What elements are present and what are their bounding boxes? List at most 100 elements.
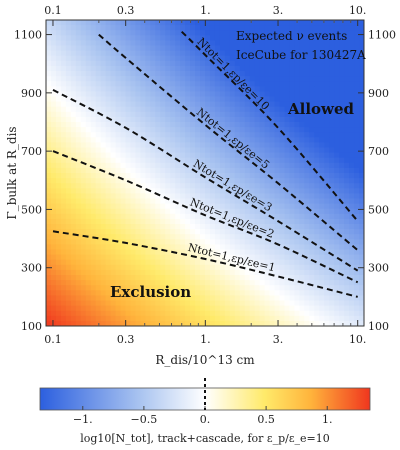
heatmap-cell [334,239,340,245]
heatmap-cell [85,157,92,164]
heatmap-cell [294,162,301,169]
heatmap-cell [110,198,117,205]
heatmap-cell [269,178,276,184]
heatmap-cell [294,55,301,62]
heatmap-cell [135,239,142,245]
heatmap-cell [329,152,335,159]
heatmap-cell [50,71,57,77]
heatmap-cell [190,116,196,123]
heatmap-cell [180,71,186,77]
heatmap-cell [354,290,360,296]
heatmap-cell [160,208,166,215]
heatmap-cell [155,229,161,235]
heatmap-cell [229,198,236,205]
heatmap-cell [229,35,236,41]
heatmap-cell [254,65,261,72]
heatmap-cell [319,183,325,189]
y-tick-label-right: 300 [368,262,389,275]
heatmap-cell [150,122,156,128]
heatmap-cell [95,40,102,47]
heatmap-cell [145,178,151,184]
heatmap-cell [90,264,97,271]
heatmap-cell [294,310,301,317]
heatmap-cell [155,254,161,261]
heatmap-cell [70,310,77,317]
heatmap-cell [65,122,72,128]
heatmap-cell [279,249,286,256]
heatmap-cell [209,188,216,194]
heatmap-cell [209,20,216,26]
heatmap-cell [324,188,330,194]
heatmap-cell [349,142,355,149]
heatmap-cell [195,65,201,72]
heatmap-cell [175,81,181,87]
heatmap-cell [234,20,241,26]
heatmap-cell [95,157,102,164]
heatmap-cell [180,65,186,72]
heatmap-cell [130,264,137,271]
heatmap-cell [170,208,176,215]
heatmap-cell [85,275,92,281]
heatmap-cell [314,111,320,118]
heatmap-cell [339,147,345,154]
heatmap-cell [100,45,107,52]
heatmap-cell [354,285,360,291]
heatmap-cell [344,127,350,133]
heatmap-cell [264,86,271,92]
heatmap-cell [209,116,216,123]
heatmap-cell [165,305,171,312]
heatmap-cell [85,167,92,174]
heatmap-cell [234,269,241,276]
heatmap-cell [120,320,127,326]
heatmap-cell [279,229,286,235]
heatmap-cell [200,229,206,235]
heatmap-cell [85,45,92,52]
heatmap-cell [209,213,216,220]
heatmap-cell [309,45,315,52]
heatmap-cell [359,86,364,92]
heatmap-cell [155,137,161,143]
heatmap-cell [145,132,151,138]
heatmap-cell [165,208,171,215]
heatmap-cell [209,229,216,235]
heatmap-cell [185,269,191,276]
heatmap-cell [190,122,196,128]
heatmap-cell [65,91,72,98]
heatmap-cell [50,239,57,245]
heatmap-cell [195,203,201,210]
heatmap-cell [334,111,340,118]
heatmap-cell [55,244,62,251]
heatmap-cell [46,152,52,159]
heatmap-cell [329,193,335,200]
heatmap-cell [95,275,102,281]
heatmap-cell [190,244,196,251]
heatmap-cell [254,132,261,138]
heatmap-cell [284,295,291,302]
heatmap-cell [46,50,52,57]
heatmap-cell [125,35,132,41]
heatmap-cell [180,239,186,245]
region-label-allowed: Allowed [287,100,354,118]
heatmap-cell [155,218,161,225]
heatmap-cell [85,198,92,205]
heatmap-cell [140,259,146,266]
heatmap-cell [105,137,112,143]
heatmap-cell [120,173,127,179]
heatmap-cell [65,81,72,87]
heatmap-cell [80,91,87,98]
heatmap-cell [165,285,171,291]
heatmap-cell [175,127,181,133]
heatmap-cell [140,106,146,113]
heatmap-cell [254,122,261,128]
heatmap-cell [70,275,77,281]
heatmap-cell [314,269,320,276]
heatmap-cell [219,269,226,276]
heatmap-cell [135,91,142,98]
heatmap-cell [299,35,305,41]
heatmap-cell [329,116,335,123]
heatmap-cell [274,259,281,266]
heatmap-cell [304,137,310,143]
heatmap-cell [284,229,291,235]
heatmap-cell [125,71,132,77]
heatmap-cell [185,25,191,31]
